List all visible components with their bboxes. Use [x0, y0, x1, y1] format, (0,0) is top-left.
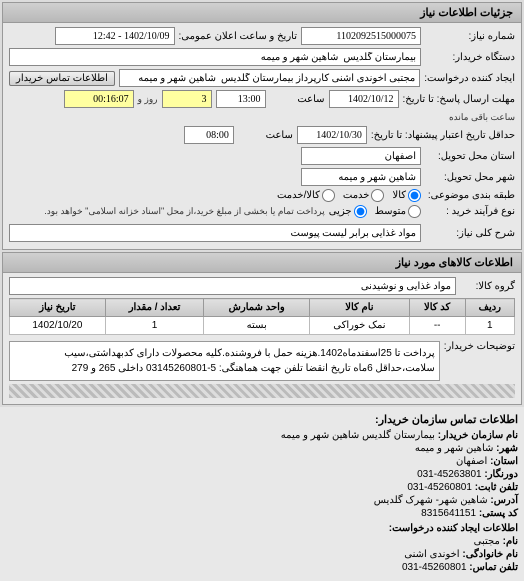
goods-panel: اطلاعات کالاهای مورد نیاز گروه کالا: ردی…	[2, 252, 522, 405]
contact-address: آدرس: شاهین شهر- شهرک گلدیس	[6, 495, 518, 506]
contact-section: اطلاعات تماس سازمان خریدار: نام سازمان خ…	[0, 407, 524, 581]
buyer-org-input	[9, 48, 421, 66]
panel-header: جزئیات اطلاعات نیاز	[3, 3, 521, 23]
city-label: شهر محل تحویل:	[425, 172, 515, 183]
table-row[interactable]: 1 -- نمک خوراکی بسته 1 1402/10/20	[10, 317, 515, 335]
announce-label: تاریخ و ساعت اعلان عمومی:	[179, 31, 298, 42]
table-header-row: ردیف کد کالا نام کالا واحد شمارش تعداد /…	[10, 299, 515, 317]
province-input	[301, 147, 421, 165]
th-date: تاریخ نیاز	[10, 299, 106, 317]
province-label: استان محل تحویل:	[425, 151, 515, 162]
contact-org: نام سازمان خریدار: بیمارستان گلدیس شاهین…	[6, 430, 518, 441]
cell-code: --	[409, 317, 465, 335]
process-radio-group: متوسط جزیی	[329, 205, 421, 218]
budget-gs-radio[interactable]	[322, 189, 335, 202]
city-input	[301, 168, 421, 186]
contact-province: استان: اصفهان	[6, 456, 518, 467]
budget-goods-label: کالا	[392, 190, 406, 201]
goods-panel-body: گروه کالا: ردیف کد کالا نام کالا واحد شم…	[3, 273, 521, 404]
validity-time-input	[184, 126, 234, 144]
validity-label: حداقل تاریخ اعتبار پیشنهاد: تا تاریخ:	[371, 130, 515, 141]
buyer-contact-button[interactable]: اطلاعات تماس خریدار	[9, 71, 115, 86]
time-remain-input	[64, 90, 134, 108]
process-small-label: متوسط	[375, 206, 406, 217]
process-label: نوع فرآیند خرید :	[425, 206, 515, 217]
process-small-radio[interactable]	[408, 205, 421, 218]
th-code: کد کالا	[409, 299, 465, 317]
desc-input	[9, 224, 421, 242]
cell-row: 1	[465, 317, 514, 335]
contact-phone: تلفن ثابت: 45260801-031	[6, 482, 518, 493]
contact-creator-phone: تلفن تماس: 45260801-031	[6, 562, 518, 573]
cell-date: 1402/10/20	[10, 317, 106, 335]
budget-goods-radio[interactable]	[408, 189, 421, 202]
days-remain-input	[162, 90, 212, 108]
deadline-label: مهلت ارسال پاسخ: تا تاریخ:	[403, 94, 515, 105]
contact-name: نام: مجتبی	[6, 536, 518, 547]
group-label: گروه کالا:	[460, 281, 515, 292]
time-label-2: ساعت	[238, 130, 293, 141]
explain-label: توضیحات خریدار:	[444, 341, 515, 352]
buyer-org-label: دستگاه خریدار:	[425, 52, 515, 63]
creator-input	[119, 69, 420, 87]
deadline-time-input	[216, 90, 266, 108]
validity-date-input	[297, 126, 367, 144]
number-input	[301, 27, 421, 45]
contact-fax: دورنگار: 45263801-031	[6, 469, 518, 480]
budget-service-label: خدمت	[343, 190, 370, 201]
th-qty: تعداد / مقدار	[105, 299, 204, 317]
time-label-1: ساعت	[270, 94, 325, 105]
goods-table: ردیف کد کالا نام کالا واحد شمارش تعداد /…	[9, 298, 515, 335]
deadline-date-input	[329, 90, 399, 108]
contact-title: اطلاعات تماس سازمان خریدار:	[6, 413, 518, 426]
number-label: شماره نیاز:	[425, 31, 515, 42]
remain-label: ساعت باقی مانده	[449, 112, 515, 123]
th-name: نام کالا	[310, 299, 410, 317]
contact-lastname: نام خانوادگی: اخوندی اشنی	[6, 549, 518, 560]
th-row: ردیف	[465, 299, 514, 317]
divider-striped	[9, 384, 515, 398]
details-panel: جزئیات اطلاعات نیاز شماره نیاز: تاریخ و …	[2, 2, 522, 250]
th-unit: واحد شمارش	[204, 299, 310, 317]
process-partial-label: جزیی	[329, 206, 352, 217]
cell-name: نمک خوراکی	[310, 317, 410, 335]
cell-qty: 1	[105, 317, 204, 335]
budget-service-radio[interactable]	[371, 189, 384, 202]
cell-unit: بسته	[204, 317, 310, 335]
creator-section-title: اطلاعات ایجاد کننده درخواست:	[6, 523, 518, 534]
contact-postal: کد پستی: 8315641151	[6, 508, 518, 519]
budget-radio-group: کالا خدمت کالا/خدمت	[277, 189, 421, 202]
process-partial-radio[interactable]	[354, 205, 367, 218]
goods-panel-header: اطلاعات کالاهای مورد نیاز	[3, 253, 521, 273]
announce-input	[55, 27, 175, 45]
panel-body: شماره نیاز: تاریخ و ساعت اعلان عمومی: دس…	[3, 23, 521, 249]
budget-gs-label: کالا/خدمت	[277, 190, 320, 201]
desc-label: شرح کلی نیاز:	[425, 228, 515, 239]
process-note: پرداخت تمام یا بخشی از مبلغ خرید،از محل …	[44, 206, 324, 217]
days-label: روز و	[138, 94, 158, 105]
creator-label: ایجاد کننده درخواست:	[424, 73, 515, 84]
contact-city: شهر: شاهین شهر و میمه	[6, 443, 518, 454]
group-input	[9, 277, 456, 295]
budget-label: طبقه بندی موضوعی:	[425, 190, 515, 201]
explain-box: پرداخت تا 25اسفندماه1402.هزینه حمل با فر…	[9, 341, 440, 381]
